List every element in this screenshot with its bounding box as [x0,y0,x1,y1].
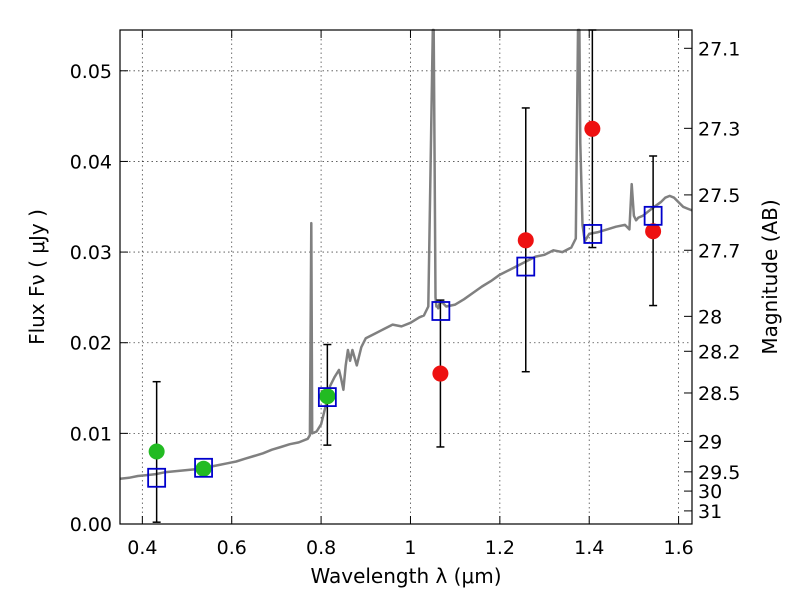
y2-tick-label: 29 [698,431,722,453]
model-box [516,256,536,277]
x-tick-label: 0.8 [306,537,336,559]
y-tick-label: 0.03 [70,242,112,264]
y-axis-label: Flux Fν ( μJy ) [25,209,49,345]
red-point [584,120,601,137]
green-point [319,388,336,405]
red-point [432,365,449,382]
x-tick-label: 1 [404,537,416,559]
plot-background [120,30,692,524]
model-box [643,205,663,226]
model-boxes [147,205,663,488]
model-box [317,387,337,408]
y2-tick-label: 29.5 [698,462,740,484]
y-tick-labels: 0.00 0.01 0.02 0.03 0.04 0.05 [70,61,112,536]
x-tick-label: 1.4 [574,537,604,559]
y-tick-label: 0.01 [70,423,112,445]
y-tick-label: 0.04 [70,151,112,173]
data-points [148,120,662,477]
green-point [195,460,212,477]
x-tick-labels: 0.4 0.6 0.8 1 1.2 1.4 1.6 [127,537,693,559]
y-tick-label: 0.00 [70,514,112,536]
y-tick-label: 0.05 [70,61,112,83]
model-box [147,467,167,488]
x-tick-label: 0.4 [127,537,157,559]
plot-frame [119,29,693,525]
red-point [645,223,662,240]
y2-tick-label: 28.5 [698,383,740,405]
ticks [120,30,692,525]
y2-tick-label: 30 [698,481,722,503]
model-box [194,457,213,478]
y2-tick-label: 31 [698,501,722,523]
y2-tick-label: 27.7 [698,240,740,262]
model-box [431,301,451,321]
x-tick-label: 1.2 [485,537,515,559]
red-point [517,232,534,249]
y2-tick-label: 27.5 [698,185,740,207]
y2-tick-label: 28.2 [698,341,740,363]
y-tick-label: 0.02 [70,333,112,355]
y2-tick-label: 27.3 [698,118,740,140]
green-point [148,443,165,460]
y2-axis-label: Magnitude (AB) [758,199,782,354]
model-box [583,224,603,244]
y2-tick-label: 28 [698,306,722,328]
x-tick-label: 0.6 [217,537,247,559]
y2-tick-label: 27.1 [698,38,740,60]
x-tick-label: 1.6 [663,537,693,559]
x-axis-label: Wavelength λ (μm) [310,564,501,588]
